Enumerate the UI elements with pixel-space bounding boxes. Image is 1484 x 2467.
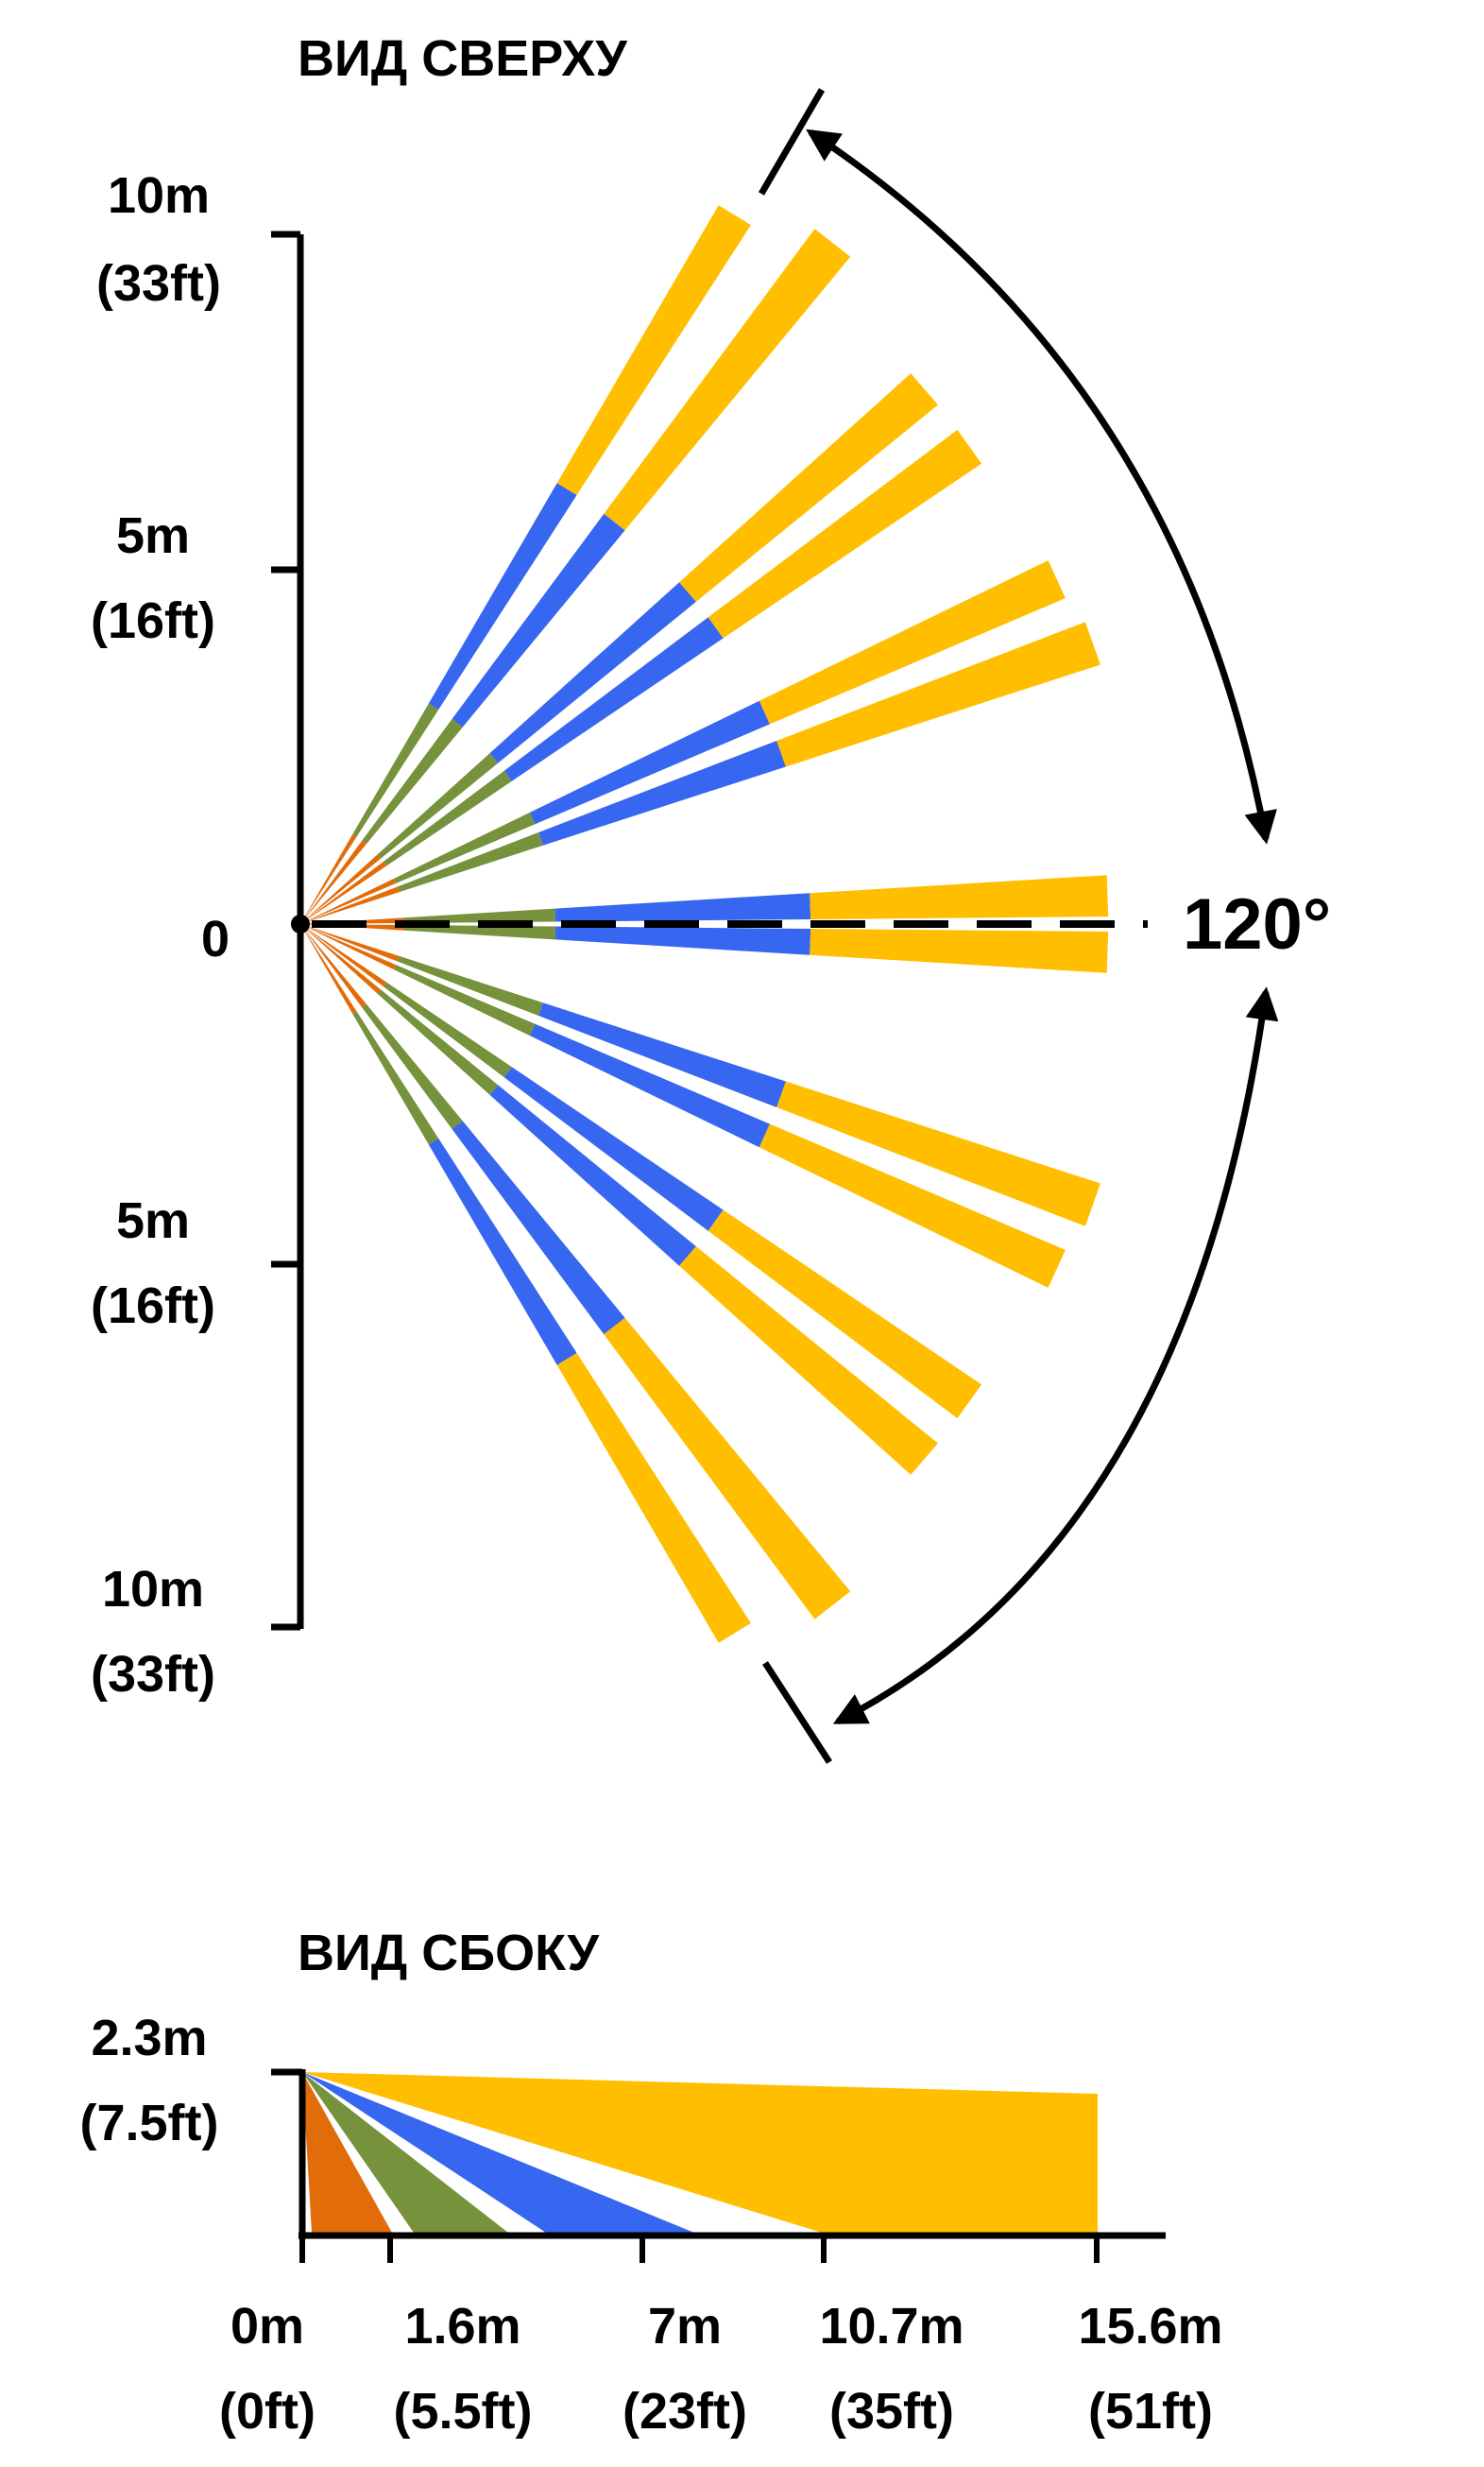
beam-1-orange-zone bbox=[300, 833, 357, 924]
svg-text:15.6m: 15.6m bbox=[1078, 2298, 1222, 2355]
svg-text:(33ft): (33ft) bbox=[96, 255, 221, 312]
beam-14-orange-zone bbox=[300, 924, 357, 1015]
beam-1-green-zone bbox=[352, 703, 439, 837]
beam-13-orange-zone bbox=[300, 924, 367, 1008]
beam-2-green-zone bbox=[362, 718, 463, 845]
height-label: 2.3m (7.5ft) bbox=[80, 2010, 219, 2151]
svg-text:7m: 7m bbox=[648, 2298, 722, 2355]
beam-3-green-zone bbox=[377, 753, 499, 859]
beam-7-yellow-zone bbox=[810, 875, 1109, 919]
svg-text:(23ft): (23ft) bbox=[623, 2383, 747, 2440]
beam-10-green-zone bbox=[394, 965, 536, 1036]
beam-7-green-zone bbox=[403, 908, 556, 923]
svg-text:0m: 0m bbox=[230, 2298, 304, 2355]
beam-6-orange-zone bbox=[300, 886, 400, 924]
svg-text:(0ft): (0ft) bbox=[219, 2383, 316, 2440]
svg-text:(16ft): (16ft) bbox=[91, 1277, 215, 1334]
beam-8-green-zone bbox=[403, 925, 556, 940]
beam-12-blue-zone bbox=[489, 1085, 696, 1266]
angle-label: 120° bbox=[1183, 884, 1331, 965]
axis-label-bottom-10m: 10m (33ft) bbox=[91, 1561, 215, 1703]
side-zone-green bbox=[302, 2072, 508, 2233]
side-view-zones bbox=[302, 2072, 1098, 2233]
beam-4-green-zone bbox=[383, 770, 512, 866]
svg-text:(16ft): (16ft) bbox=[91, 592, 215, 649]
svg-text:5m: 5m bbox=[116, 507, 190, 564]
beam-11-orange-zone bbox=[300, 924, 387, 987]
angle-arc-upper bbox=[806, 128, 1277, 845]
axis-label-bottom-5m: 5m (16ft) bbox=[91, 1192, 215, 1334]
beam-6-blue-zone bbox=[538, 741, 786, 846]
distance-label-0m: 0m (0ft) bbox=[219, 2298, 316, 2440]
beam-8-blue-zone bbox=[554, 926, 811, 955]
beam-5-orange-zone bbox=[300, 878, 397, 924]
angle-limit-mark-lower bbox=[762, 1661, 832, 1764]
svg-text:0: 0 bbox=[201, 911, 230, 968]
beam-8-yellow-zone bbox=[810, 929, 1109, 973]
beam-5-blue-zone bbox=[529, 700, 770, 825]
distance-label-10-7m: 10.7m (35ft) bbox=[819, 2298, 964, 2440]
svg-text:(5.5ft): (5.5ft) bbox=[394, 2383, 533, 2440]
beam-7-blue-zone bbox=[554, 893, 811, 922]
beam-13-green-zone bbox=[362, 1003, 463, 1130]
svg-text:1.6m: 1.6m bbox=[404, 2298, 520, 2355]
side-view-title: ВИД СБОКУ bbox=[298, 1925, 600, 1981]
beam-11-green-zone bbox=[383, 982, 512, 1078]
beam-12-orange-zone bbox=[300, 924, 382, 994]
beam-2-blue-zone bbox=[452, 513, 625, 728]
svg-text:10.7m: 10.7m bbox=[819, 2298, 964, 2355]
beam-4-orange-zone bbox=[300, 861, 387, 924]
svg-text:10m: 10m bbox=[102, 1561, 204, 1618]
beam-9-orange-zone bbox=[300, 924, 400, 962]
beam-6-green-zone bbox=[397, 832, 543, 893]
svg-text:5m: 5m bbox=[116, 1192, 190, 1249]
beam-9-blue-zone bbox=[538, 1002, 786, 1107]
beam-1-blue-zone bbox=[428, 483, 577, 710]
top-view-title: ВИД СВЕРХУ bbox=[298, 30, 628, 87]
angle-arc-lower bbox=[832, 986, 1279, 1725]
beam-13-blue-zone bbox=[452, 1121, 625, 1335]
svg-text:(35ft): (35ft) bbox=[829, 2383, 954, 2440]
beam-13-yellow-zone bbox=[604, 1317, 851, 1619]
svg-text:10m: 10m bbox=[108, 167, 210, 224]
angle-limit-mark-upper bbox=[758, 88, 826, 196]
beam-1-yellow-zone bbox=[556, 205, 751, 495]
distance-label-15-6m: 15.6m (51ft) bbox=[1078, 2298, 1222, 2440]
beam-10-blue-zone bbox=[529, 1023, 770, 1148]
beam-3-blue-zone bbox=[489, 582, 696, 763]
beam-2-yellow-zone bbox=[604, 229, 851, 531]
axis-label-top-10m: 10m (33ft) bbox=[96, 167, 221, 312]
svg-text:2.3m: 2.3m bbox=[91, 2010, 207, 2066]
svg-text:(51ft): (51ft) bbox=[1088, 2383, 1213, 2440]
beam-4-blue-zone bbox=[503, 617, 724, 781]
beam-5-green-zone bbox=[394, 812, 536, 883]
distance-label-1-6m: 1.6m (5.5ft) bbox=[394, 2298, 533, 2440]
side-zone-blue bbox=[302, 2072, 694, 2233]
sensor-origin-dot bbox=[291, 915, 310, 934]
beam-9-green-zone bbox=[397, 955, 543, 1016]
svg-text:(7.5ft): (7.5ft) bbox=[80, 2095, 219, 2151]
axis-label-zero: 0 bbox=[201, 911, 230, 968]
side-zone-orange bbox=[302, 2072, 392, 2233]
beam-3-orange-zone bbox=[300, 854, 382, 924]
beam-2-orange-zone bbox=[300, 840, 367, 924]
beam-14-yellow-zone bbox=[556, 1353, 751, 1643]
beam-14-green-zone bbox=[352, 1011, 439, 1145]
distance-label-7m: 7m (23ft) bbox=[623, 2298, 747, 2440]
beam-11-blue-zone bbox=[503, 1067, 724, 1231]
svg-text:(33ft): (33ft) bbox=[91, 1646, 215, 1703]
axis-label-top-5m: 5m (16ft) bbox=[91, 507, 215, 649]
beam-10-orange-zone bbox=[300, 924, 397, 970]
beam-12-green-zone bbox=[377, 989, 499, 1095]
beam-14-blue-zone bbox=[428, 1139, 577, 1365]
